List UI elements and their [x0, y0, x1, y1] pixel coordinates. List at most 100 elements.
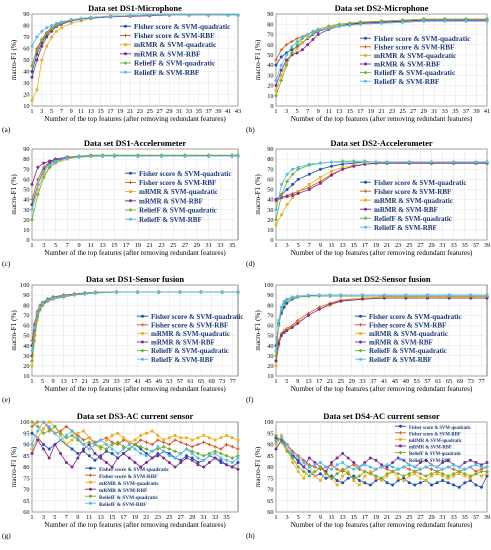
data-point: [335, 483, 339, 487]
data-point: [201, 440, 206, 444]
data-point: [485, 296, 489, 300]
chart-title: Data set DS2-Sensor fusion: [332, 274, 431, 284]
data-point: [429, 471, 434, 476]
x-tick-label: 23: [395, 514, 401, 521]
legend-marker: [124, 24, 127, 28]
data-point: [279, 78, 284, 83]
data-point: [284, 42, 289, 47]
legend-marker: [399, 457, 402, 461]
data-point: [451, 467, 456, 471]
x-tick-label: 11: [328, 514, 334, 521]
legend-label: ReliefF & SVM-RBF: [374, 77, 440, 86]
data-point: [352, 160, 356, 164]
data-point: [93, 443, 97, 446]
data-point: [280, 182, 284, 186]
data-point: [110, 434, 114, 437]
data-point: [464, 19, 468, 23]
data-point: [306, 313, 310, 317]
x-tick-label: 3: [42, 514, 45, 521]
data-point: [207, 461, 211, 464]
data-point: [207, 154, 211, 158]
data-point: [122, 452, 126, 455]
data-point: [277, 318, 281, 322]
data-point: [335, 471, 339, 476]
data-point: [162, 456, 166, 460]
y-tick-label: 10: [23, 103, 29, 110]
data-point: [47, 456, 51, 460]
data-point: [457, 485, 461, 489]
data-point: [396, 471, 401, 476]
data-point: [42, 169, 46, 173]
plot-frame: [31, 284, 239, 377]
y-tick-label: 90: [23, 292, 29, 299]
x-tick-label: 39: [215, 108, 221, 115]
legend-marker: [141, 357, 144, 361]
legend-marker: [129, 190, 132, 193]
data-point: [296, 321, 300, 325]
data-point: [358, 22, 362, 26]
panel-label: (g): [2, 531, 11, 540]
panel-label: (d): [246, 259, 255, 268]
legend-label: mRMR & SVM-RBF: [374, 206, 438, 214]
data-point: [33, 325, 37, 329]
data-point: [39, 38, 44, 43]
data-point: [485, 17, 489, 22]
series-mrmr-svm-quadratic: [30, 420, 240, 451]
data-point: [396, 476, 400, 480]
legend-marker: [399, 438, 402, 441]
data-point: [330, 467, 334, 471]
legend-label: mRMR & SVM-RBF: [151, 339, 215, 347]
data-point: [307, 182, 311, 186]
y-tick-label: 10: [23, 373, 29, 380]
x-tick-label: 21: [327, 378, 333, 385]
data-point: [274, 78, 278, 82]
data-point: [328, 302, 332, 306]
x-tick-label: 11: [78, 108, 84, 115]
data-point: [161, 444, 166, 449]
series-mrmr-svm-rbf: [30, 438, 240, 471]
data-point: [77, 155, 81, 159]
x-tick-label: 35: [196, 108, 202, 115]
data-point: [468, 458, 472, 462]
data-point: [443, 19, 447, 23]
data-point: [190, 449, 195, 454]
data-point: [307, 187, 311, 191]
y-tick-label: 60: [23, 46, 29, 53]
legend-marker: [398, 450, 403, 455]
data-point: [296, 470, 300, 473]
data-point: [368, 456, 372, 460]
data-point: [87, 436, 91, 440]
data-point: [207, 454, 211, 458]
legend-label: Fisher score & SVM-quadratic: [99, 467, 170, 473]
data-point: [224, 453, 229, 458]
data-point: [41, 301, 45, 305]
data-point: [291, 167, 295, 171]
data-point: [424, 465, 428, 469]
legend-label: mRMR & SVM-quadratic: [139, 188, 218, 196]
x-tick-label: 5: [296, 108, 299, 115]
data-point: [330, 173, 334, 177]
data-point: [276, 323, 281, 328]
x-tick-label: 27: [156, 108, 162, 115]
data-point: [463, 474, 467, 478]
data-point: [70, 447, 74, 451]
data-point: [30, 98, 34, 102]
legend-item: ReliefF & SVM-RBF: [85, 501, 146, 508]
x-tick-label: 21: [378, 108, 384, 115]
data-point: [44, 31, 49, 36]
y-tick-label: 70: [23, 34, 29, 41]
legend-label: ReliefF & SVM-RBF: [374, 224, 437, 232]
series-relieff-svm-rbf: [274, 19, 489, 82]
x-tick-label: 1: [30, 378, 33, 385]
legend-item: mRMR & SVM-quadratic: [360, 197, 453, 205]
data-point: [157, 290, 161, 294]
data-point: [463, 467, 467, 471]
legend-item: Fisher score & SVM-RBF: [395, 431, 461, 437]
data-point: [167, 447, 172, 451]
chart-title: Data set DS1-Microphone: [88, 3, 182, 13]
data-point: [196, 463, 200, 467]
data-point: [36, 188, 40, 191]
data-point: [380, 463, 383, 467]
x-tick-label: 7: [308, 514, 311, 521]
